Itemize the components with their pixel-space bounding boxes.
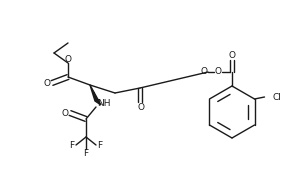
Text: Cl: Cl <box>273 93 281 102</box>
Text: O: O <box>44 79 51 88</box>
Text: O: O <box>64 54 71 63</box>
Text: O: O <box>228 52 235 61</box>
Text: NH: NH <box>97 98 111 107</box>
Text: O: O <box>61 109 69 118</box>
Text: F: F <box>69 141 75 149</box>
Text: F: F <box>83 148 88 158</box>
Text: O: O <box>215 68 221 77</box>
Text: O: O <box>201 68 208 77</box>
Polygon shape <box>90 85 101 105</box>
Text: F: F <box>97 141 103 149</box>
Text: O: O <box>138 102 144 112</box>
